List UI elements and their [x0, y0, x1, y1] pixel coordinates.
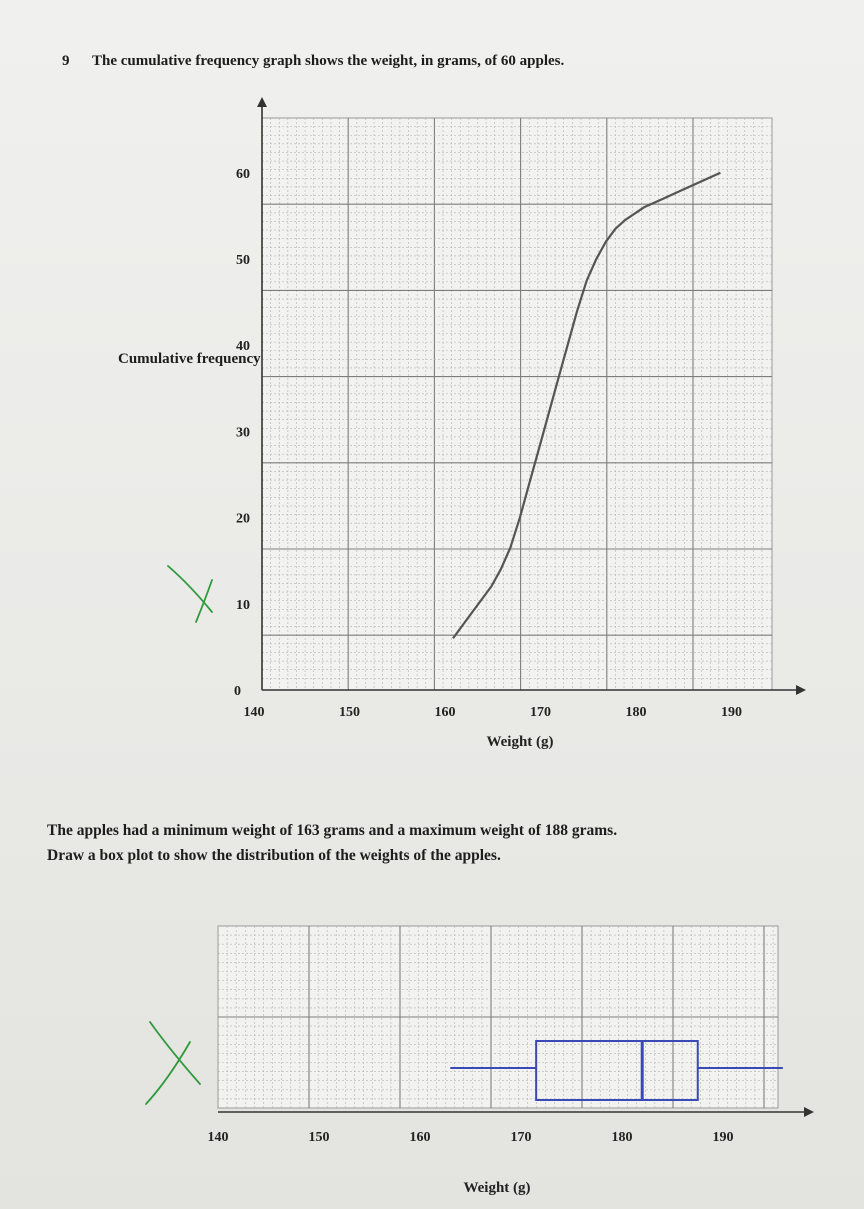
y-tick-label: 10: [236, 598, 250, 613]
x-tick-label: 150: [339, 705, 360, 720]
check-mark-graph: [167, 565, 213, 623]
box-plot-chart: 140 150 160 170 180 190 Weight (g): [208, 925, 814, 1196]
x-tick-label: 180: [626, 705, 647, 720]
cumulative-frequency-chart: 0 10 20 30 40 50 60 140 150 160 170 180 190 Weight (g…: [234, 97, 806, 750]
x-axis-title: Weight (g): [463, 1180, 530, 1196]
instruction-line-2: Draw a box plot to show the distribution…: [47, 847, 501, 864]
check-marks: [145, 565, 213, 1105]
x-tick-label: 180: [612, 1130, 633, 1145]
y-axis-arrow: [257, 97, 267, 107]
x-tick-label: 190: [713, 1130, 734, 1145]
instruction-line-1: The apples had a minimum weight of 163 g…: [47, 822, 618, 839]
x-tick-label: 190: [721, 705, 742, 720]
y-tick-label: 40: [236, 339, 250, 354]
y-tick-label: 50: [236, 253, 250, 268]
cf-grid-background: [261, 117, 773, 691]
x-tick-label: 170: [511, 1130, 532, 1145]
x-axis-title: Weight (g): [486, 734, 553, 750]
x-tick-label: 140: [244, 705, 265, 720]
x-tick-label: 160: [410, 1130, 431, 1145]
cumulative-frequency-curve: [452, 171, 721, 639]
y-axis-label: Cumulative frequency: [118, 351, 261, 367]
check-mark-box-plot: [145, 1021, 201, 1105]
x-tick-label: 170: [530, 705, 551, 720]
y-tick-label: 20: [236, 512, 250, 527]
x-axis-arrow: [796, 685, 806, 695]
question-text: The cumulative frequency graph shows the…: [92, 53, 565, 69]
y-tick-label: 30: [236, 425, 250, 440]
interquartile-box: [535, 1040, 699, 1101]
x-tick-label: 150: [309, 1130, 330, 1145]
x-tick-label: 140: [208, 1130, 229, 1145]
question-number: 9: [62, 53, 70, 69]
y-tick-label: 60: [236, 167, 250, 182]
x-tick-label: 160: [435, 705, 456, 720]
x-axis-arrow: [804, 1107, 814, 1117]
y-tick-label: 0: [234, 684, 241, 699]
